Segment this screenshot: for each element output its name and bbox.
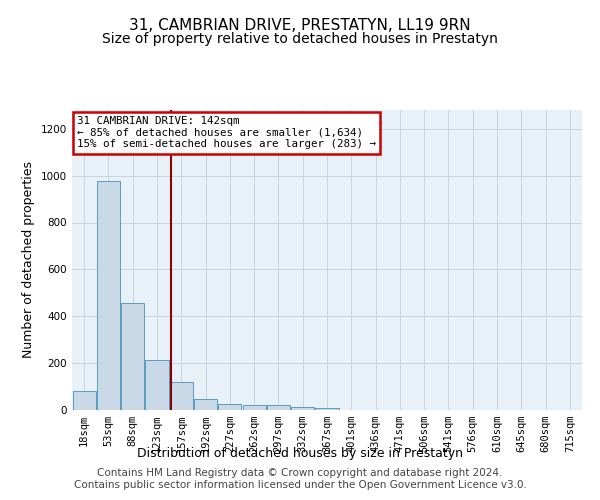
Bar: [316, 408, 338, 410]
Bar: [194, 399, 217, 410]
Bar: [121, 304, 144, 410]
Bar: [170, 382, 193, 410]
Text: 31 CAMBRIAN DRIVE: 142sqm
← 85% of detached houses are smaller (1,634)
15% of se: 31 CAMBRIAN DRIVE: 142sqm ← 85% of detac…: [77, 116, 376, 149]
Bar: [145, 360, 169, 410]
Bar: [73, 390, 95, 410]
Bar: [267, 405, 290, 410]
Text: Contains HM Land Registry data © Crown copyright and database right 2024.
Contai: Contains HM Land Registry data © Crown c…: [74, 468, 526, 490]
Bar: [291, 407, 314, 410]
Text: Size of property relative to detached houses in Prestatyn: Size of property relative to detached ho…: [102, 32, 498, 46]
Bar: [218, 404, 241, 410]
Bar: [97, 182, 120, 410]
Y-axis label: Number of detached properties: Number of detached properties: [22, 162, 35, 358]
Text: Distribution of detached houses by size in Prestatyn: Distribution of detached houses by size …: [137, 448, 463, 460]
Text: 31, CAMBRIAN DRIVE, PRESTATYN, LL19 9RN: 31, CAMBRIAN DRIVE, PRESTATYN, LL19 9RN: [129, 18, 471, 32]
Bar: [242, 405, 266, 410]
